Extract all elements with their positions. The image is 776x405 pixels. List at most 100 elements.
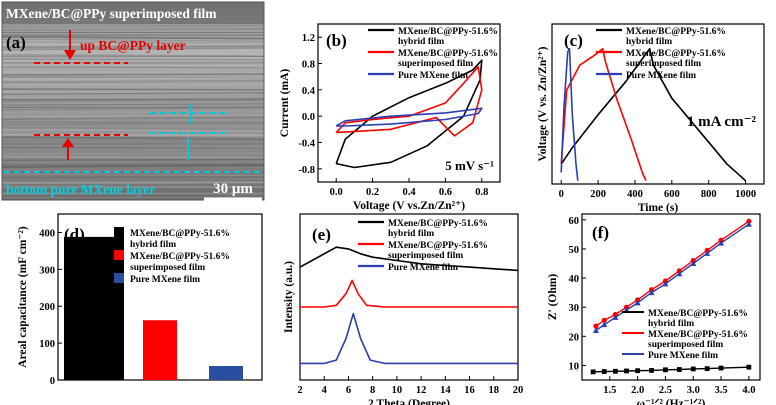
x-tick-label: 3.5 — [715, 385, 728, 396]
sem-striation — [1, 176, 265, 178]
sem-striation — [1, 38, 265, 42]
legend-sublabel-2: superimposed film — [130, 263, 205, 273]
gcd-curve-3 — [560, 47, 579, 181]
y-tick-label: 400 — [39, 228, 55, 239]
sem-striation — [1, 45, 265, 49]
x-tick-label: 0.8 — [475, 187, 488, 198]
impedance-marker — [624, 368, 629, 374]
legend-sublabel-2: superimposed film — [388, 251, 463, 261]
legend-sublabel-2: superimposed film — [626, 59, 701, 69]
sem-title: MXene/BC@PPy superimposed film — [6, 6, 217, 21]
y-axis-label: Areal capacitance (mF cm⁻²) — [17, 226, 29, 368]
sem-striation — [1, 152, 265, 156]
panel-e-frame — [299, 213, 519, 381]
x-tick-label: 1000 — [735, 189, 756, 200]
sem-striation — [1, 66, 265, 69]
impedance-marker — [676, 270, 683, 277]
x-tick-label: 0.0 — [330, 187, 343, 198]
x-tick-label: 4.0 — [742, 385, 755, 396]
cv-curve-2 — [335, 66, 483, 137]
impedance-marker — [704, 250, 711, 256]
annotation-current-density: 1 mA cm⁻² — [687, 114, 757, 130]
x-tick-label: 2 — [297, 385, 302, 396]
sem-striation — [1, 178, 265, 181]
sem-striation — [1, 54, 265, 57]
x-tick-label: 0.6 — [439, 187, 452, 198]
impedance-marker — [612, 314, 619, 320]
x-tick-label: 3.0 — [687, 385, 700, 396]
sem-striation — [1, 114, 265, 118]
y-tick-label: -0.4 — [298, 139, 315, 150]
sem-striation — [1, 169, 265, 172]
x-axis-label: 2 Theta (Degree) — [368, 398, 450, 405]
impedance-marker — [601, 321, 608, 328]
sem-striation — [1, 136, 265, 140]
sem-striation — [1, 106, 265, 111]
legend-swatch-2 — [114, 250, 124, 260]
x-tick-label: 200 — [590, 189, 606, 200]
y-tick-label: 1.2 — [302, 33, 315, 44]
sem-striation — [1, 98, 265, 101]
legend-label-1: MXene/BC@PPy-51.6% — [388, 219, 488, 229]
sem-striation — [1, 164, 265, 168]
panel-b-label: (b) — [326, 31, 347, 50]
impedance-marker — [704, 366, 710, 372]
bar-2 — [143, 320, 177, 380]
sem-striation — [1, 146, 265, 149]
x-tick-label: 800 — [701, 189, 717, 200]
scale-label: 30 μm — [213, 181, 253, 197]
sem-striation — [1, 88, 265, 91]
sem-striation — [1, 46, 265, 51]
impedance-marker — [590, 369, 596, 375]
legend-label-3: Pure MXene film — [398, 71, 468, 81]
legend-sublabel-1: hybrid film — [626, 37, 672, 47]
sem-striation — [1, 122, 265, 126]
x-tick-label: 0.4 — [402, 187, 416, 198]
legend-swatch-1 — [114, 227, 124, 237]
sem-striation — [1, 128, 265, 132]
impedance-marker — [718, 240, 725, 246]
bar-1 — [64, 236, 124, 380]
panel-c-gcd-curves: 0 200 400 600 800 1000 Time (s) Voltage (V vs. … — [537, 23, 765, 214]
x-tick-label: 0 — [559, 189, 564, 200]
sem-striation — [1, 86, 265, 89]
x-axis-label: ω⁻¹ᐟ² (Hz⁻¹ᐟ²) — [637, 398, 706, 405]
x-axis-label: Time (s) — [638, 202, 679, 214]
legend-label-2: MXene/BC@PPy-51.6% — [130, 252, 230, 262]
sem-striation — [1, 182, 265, 186]
x-tick-label: 0.2 — [366, 187, 379, 198]
legend-label-1: MXene/BC@PPy-51.6% — [130, 229, 230, 239]
panel-e-xrd-patterns: 2 4 6 8 10 12 14 16 18 20 2 Theta (Degree) Intensit… — [283, 213, 523, 405]
sem-striation — [1, 173, 265, 177]
impedance-marker — [718, 365, 724, 371]
sem-top-band — [2, 2, 264, 24]
panel-d-label: (d) — [64, 225, 85, 244]
y-tick-label: 300 — [39, 265, 55, 276]
sem-striation — [1, 133, 265, 137]
arrow-top-head-icon — [64, 50, 76, 60]
x-tick-label: 10 — [392, 385, 403, 396]
y-tick-label: 100 — [39, 339, 55, 350]
sem-striation — [1, 41, 265, 44]
sem-striation — [1, 126, 265, 130]
impedance-marker — [634, 299, 641, 306]
sem-striation — [1, 28, 265, 31]
y-tick-label: 60 — [569, 216, 580, 227]
impedance-marker — [593, 323, 599, 329]
sem-striation — [1, 150, 265, 154]
bar-3 — [209, 365, 243, 380]
sem-striation — [1, 35, 265, 40]
legend-label-2: MXene/BC@PPy-51.6% — [398, 49, 498, 59]
legend-label-2: MXene/BC@PPy-51.6% — [648, 330, 748, 340]
sem-striation — [1, 103, 265, 106]
sem-striation — [1, 110, 265, 114]
legend-label-3: Pure MXene film — [648, 351, 718, 361]
arrow-mid-head-icon — [62, 138, 74, 147]
x-tick-label: 6 — [346, 385, 351, 396]
xrd-curve-1 — [299, 246, 519, 272]
sem-striation — [1, 76, 265, 81]
panel-f-impedance-plot: 1.5 2.0 2.5 3.0 3.5 4.0 10 20 30 40 50 60 ω⁻¹ᐟ² (Hz⁻… — [547, 213, 761, 405]
gcd-curve-2 — [560, 47, 647, 182]
panel-e-label: (e) — [312, 225, 331, 244]
sem-striation — [1, 160, 265, 164]
